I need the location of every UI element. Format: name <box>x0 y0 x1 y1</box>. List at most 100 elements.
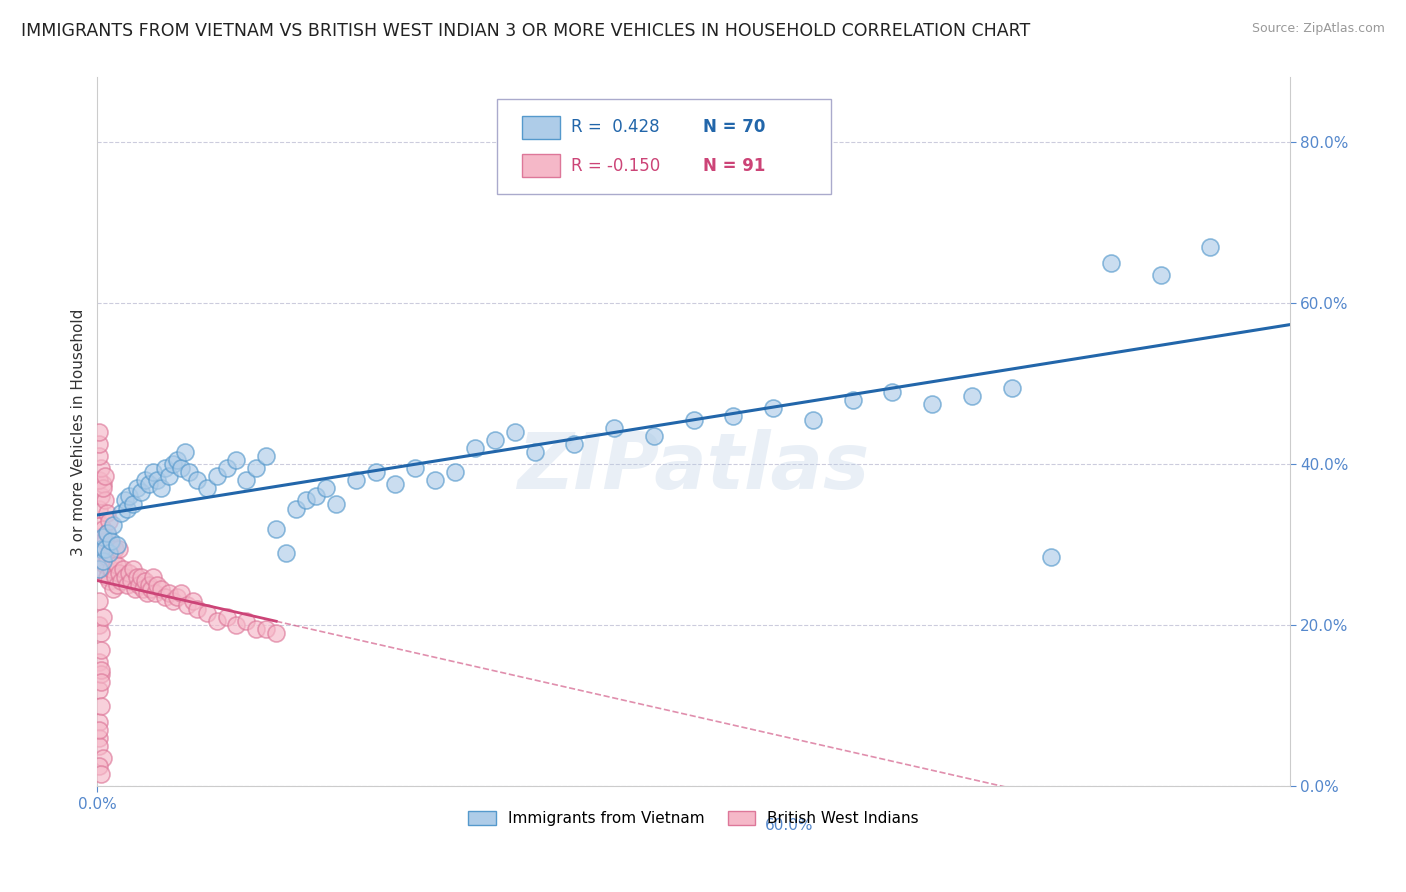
Point <box>114 570 136 584</box>
Point <box>90 461 112 475</box>
Point <box>127 570 149 584</box>
Point <box>89 530 111 544</box>
Point <box>364 465 387 479</box>
Point <box>162 594 184 608</box>
Point <box>89 739 111 754</box>
Point <box>146 578 169 592</box>
Point <box>344 473 367 487</box>
Point <box>90 541 112 556</box>
Point <box>98 546 121 560</box>
Point <box>90 674 112 689</box>
Text: R =  0.428: R = 0.428 <box>571 119 659 136</box>
Point <box>129 570 152 584</box>
Point <box>96 570 118 584</box>
Point <box>235 473 257 487</box>
Text: N = 70: N = 70 <box>703 119 765 136</box>
Point <box>94 541 117 556</box>
Point <box>195 481 218 495</box>
Point <box>841 392 863 407</box>
Point <box>90 626 112 640</box>
Point <box>153 590 176 604</box>
Point <box>264 522 287 536</box>
Point <box>166 590 188 604</box>
Point <box>91 554 114 568</box>
Point <box>225 618 247 632</box>
Point <box>103 582 125 596</box>
Point <box>98 574 121 588</box>
Point <box>90 698 112 713</box>
Point <box>235 615 257 629</box>
Point <box>104 541 127 556</box>
Point <box>134 574 156 588</box>
Point <box>89 501 111 516</box>
Point <box>91 522 114 536</box>
Point <box>149 481 172 495</box>
Point <box>225 453 247 467</box>
Point <box>142 465 165 479</box>
Point <box>186 473 208 487</box>
Point <box>960 389 983 403</box>
Point <box>124 582 146 596</box>
Point <box>128 578 150 592</box>
Point <box>305 490 328 504</box>
Point <box>143 586 166 600</box>
Point <box>89 731 111 746</box>
Point <box>89 655 111 669</box>
Point <box>89 425 111 439</box>
Point <box>315 481 337 495</box>
Text: N = 91: N = 91 <box>703 156 765 175</box>
Point <box>89 594 111 608</box>
Point <box>1001 381 1024 395</box>
Point <box>94 558 117 572</box>
Point <box>103 517 125 532</box>
Point <box>90 517 112 532</box>
Point <box>104 570 127 584</box>
Point <box>882 384 904 399</box>
Point <box>94 533 117 548</box>
Point <box>127 481 149 495</box>
Point <box>98 514 121 528</box>
Point <box>1199 240 1222 254</box>
Point <box>112 562 135 576</box>
Point <box>254 449 277 463</box>
Point <box>129 485 152 500</box>
Point <box>245 461 267 475</box>
Point <box>643 429 665 443</box>
Point <box>91 610 114 624</box>
Point <box>138 477 160 491</box>
Legend: Immigrants from Vietnam, British West Indians: Immigrants from Vietnam, British West In… <box>463 805 925 832</box>
Point <box>115 501 138 516</box>
FancyBboxPatch shape <box>522 154 560 177</box>
Point <box>921 397 943 411</box>
Point <box>100 538 122 552</box>
Point <box>186 602 208 616</box>
Point <box>142 570 165 584</box>
Point <box>89 714 111 729</box>
Point <box>91 530 114 544</box>
Point <box>205 469 228 483</box>
Text: IMMIGRANTS FROM VIETNAM VS BRITISH WEST INDIAN 3 OR MORE VEHICLES IN HOUSEHOLD C: IMMIGRANTS FROM VIETNAM VS BRITISH WEST … <box>21 22 1031 40</box>
Text: Source: ZipAtlas.com: Source: ZipAtlas.com <box>1251 22 1385 36</box>
Point <box>425 473 447 487</box>
Point <box>276 546 298 560</box>
Point <box>682 413 704 427</box>
Point <box>90 541 112 556</box>
Point <box>564 437 586 451</box>
Point <box>89 562 111 576</box>
Point <box>384 477 406 491</box>
Point <box>91 751 114 765</box>
Point <box>89 449 111 463</box>
Point <box>503 425 526 439</box>
Point <box>170 461 193 475</box>
Point <box>215 610 238 624</box>
Point <box>118 490 141 504</box>
Point <box>110 506 132 520</box>
Point <box>122 498 145 512</box>
Point <box>173 445 195 459</box>
Point <box>523 445 546 459</box>
Point <box>146 473 169 487</box>
Point <box>90 767 112 781</box>
Point <box>149 582 172 596</box>
Point <box>325 498 347 512</box>
Point <box>195 607 218 621</box>
